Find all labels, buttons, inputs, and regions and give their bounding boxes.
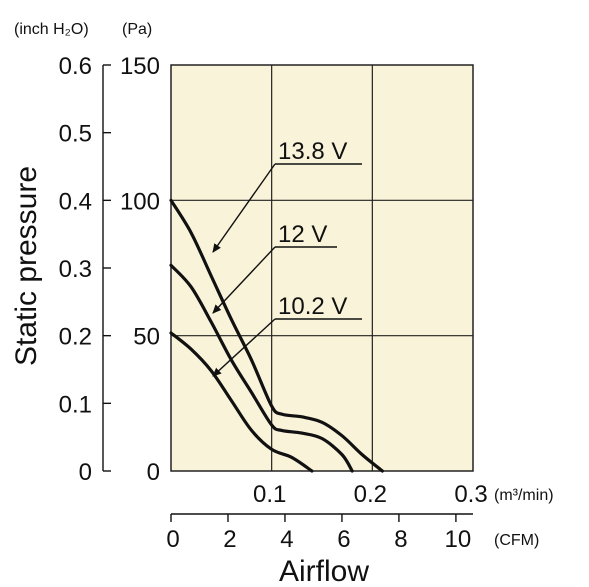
x2-tick-label: 0 (166, 526, 179, 553)
x2-tick-label: 6 (337, 526, 350, 553)
curves (169, 198, 384, 473)
y-tick-label: 50 (133, 324, 160, 351)
y-axis-secondary: 0 0.1 0.2 0.3 0.4 0.5 0.6 (59, 53, 111, 486)
x-unit-primary: (m³/min) (494, 487, 554, 504)
x-tick-label: 0.2 (354, 481, 387, 508)
x2-tick-label: 10 (445, 526, 472, 553)
label-leader-arrow (212, 318, 276, 377)
x2-tick-label: 2 (223, 526, 236, 553)
y2-tick-label: 0.1 (59, 391, 92, 418)
y2-tick-label: 0 (79, 459, 92, 486)
y2-tick-label: 0.2 (59, 324, 92, 351)
y-axis-title: Static pressure (10, 166, 43, 366)
x-tick-label: 0.1 (253, 481, 286, 508)
y-tick-label: 100 (120, 188, 160, 215)
curve-10-2-v (169, 331, 314, 473)
series-label-text: 13.8 V (278, 138, 347, 165)
y2-tick-label: 0.3 (59, 256, 92, 283)
y-tick-label: 0 (147, 459, 160, 486)
curve-12-v (169, 263, 354, 473)
y2-tick-label: 0.6 (59, 53, 92, 80)
plot-area (170, 64, 474, 472)
series-label-text: 12 V (278, 221, 327, 248)
y2-tick-label: 0.5 (59, 121, 92, 148)
label-leader-arrow (212, 163, 276, 253)
series-label-13-8-v: 13.8 V (212, 138, 362, 253)
y-tick-label: 150 (120, 53, 160, 80)
y-unit-primary: (Pa) (122, 21, 152, 38)
series-label-text: 10.2 V (278, 293, 347, 320)
x-axis-secondary: 0 2 4 6 8 10 (166, 513, 473, 553)
series-label-10-2-v: 10.2 V (212, 293, 362, 377)
series-labels: 13.8 V 12 V 10.2 V (212, 138, 362, 377)
x-tick-label: 0.3 (454, 481, 487, 508)
x-axis-primary: 0.1 0.2 0.3 (253, 481, 488, 508)
label-leader-arrow (212, 246, 276, 314)
x-axis-title: Airflow (279, 555, 369, 587)
y-unit-secondary: (inch H₂O) (14, 21, 89, 38)
x2-tick-label: 8 (394, 526, 407, 553)
x-unit-secondary: (CFM) (494, 532, 539, 549)
curve-13-8-v (169, 198, 384, 473)
x2-tick-label: 4 (280, 526, 293, 553)
series-label-12-v: 12 V (212, 221, 337, 314)
y2-tick-label: 0.4 (59, 188, 92, 215)
y-axis-primary: 0 50 100 150 (120, 53, 160, 486)
